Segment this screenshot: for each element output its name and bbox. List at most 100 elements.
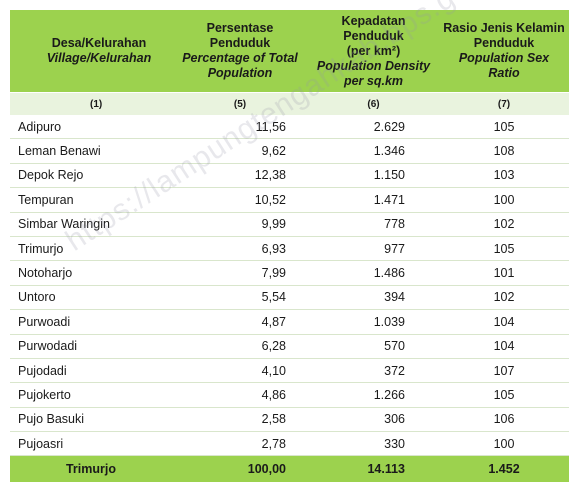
village-name: Depok Rejo	[10, 163, 172, 189]
percentage-cell: 6,93	[172, 236, 308, 262]
table-row: Leman Benawi 9,62 1.346 108	[10, 138, 569, 164]
density-cell: 1.150	[308, 163, 439, 189]
percentage-cell: 7,99	[172, 260, 308, 286]
percentage-cell: 2,58	[172, 407, 308, 433]
header-row: Desa/Kelurahan Village/Kelurahan Persent…	[10, 10, 569, 93]
density-cell: 1.039	[308, 309, 439, 335]
percentage-cell: 4,86	[172, 382, 308, 408]
table-row: Purwodadi 6,28 570 104	[10, 334, 569, 359]
village-name: Tempuran	[10, 187, 172, 213]
village-name: Purwoadi	[10, 309, 172, 335]
table-row: Notoharjo 7,99 1.486 101	[10, 260, 569, 286]
density-cell: 977	[308, 236, 439, 262]
table-row: Trimurjo 6,93 977 105	[10, 236, 569, 262]
village-name: Adipuro	[10, 115, 172, 140]
header-sex-ratio-en: Population Sex Ratio	[458, 51, 550, 80]
village-name: Trimurjo	[10, 236, 172, 262]
density-cell: 330	[308, 431, 439, 457]
table-row: Untoro 5,54 394 102	[10, 285, 569, 311]
sex-ratio-cell: 105	[439, 236, 569, 262]
density-cell: 570	[308, 334, 439, 359]
sex-ratio-cell: 106	[439, 407, 569, 433]
density-cell: 394	[308, 285, 439, 311]
column-number-row: (1) (5) (6) (7)	[10, 92, 569, 115]
sex-ratio-cell: 108	[439, 138, 569, 164]
table-row: Simbar Waringin 9,99 778 102	[10, 212, 569, 237]
village-name: Leman Benawi	[10, 138, 172, 164]
percentage-cell: 10,52	[172, 187, 308, 213]
sex-ratio-cell: 105	[439, 115, 569, 140]
percentage-cell: 11,56	[172, 115, 308, 140]
density-cell: 1.266	[308, 382, 439, 408]
header-percentage-en-line1: Percentage of Total	[182, 51, 298, 65]
density-cell: 1.346	[308, 138, 439, 164]
village-name: Pujoasri	[10, 431, 172, 457]
header-density-en-line1: Population Density	[316, 58, 431, 73]
density-cell: 1.471	[308, 187, 439, 213]
sex-ratio-cell: 102	[439, 285, 569, 311]
table-row: Pujodadi 4,10 372 107	[10, 358, 569, 384]
table-footer: Trimurjo 100,00 14.113 1.452	[10, 455, 569, 482]
village-name: Notoharjo	[10, 260, 172, 286]
density-cell: 306	[308, 407, 439, 433]
total-percentage: 100,00	[172, 455, 308, 482]
percentage-cell: 12,38	[172, 163, 308, 189]
column-number: (1)	[10, 92, 172, 115]
percentage-cell: 4,10	[172, 358, 308, 384]
header-sex-ratio: Rasio Jenis Kelamin Penduduk Population …	[439, 10, 569, 93]
percentage-cell: 2,78	[172, 431, 308, 457]
sex-ratio-cell: 100	[439, 187, 569, 213]
village-name: Pujokerto	[10, 382, 172, 408]
table-row: Pujoasri 2,78 330 100	[10, 431, 569, 457]
table-row: Depok Rejo 12,38 1.150 103	[10, 163, 569, 189]
total-sex-ratio: 1.452	[439, 455, 569, 482]
column-number: (5)	[172, 92, 308, 115]
table-row: Adipuro 11,56 2.629 105	[10, 115, 569, 140]
density-cell: 1.486	[308, 260, 439, 286]
header-sex-ratio-id-line2: Penduduk	[473, 36, 535, 50]
total-row: Trimurjo 100,00 14.113 1.452	[10, 455, 569, 482]
total-name: Trimurjo	[10, 455, 172, 482]
column-number: (6)	[308, 92, 439, 115]
population-table: Desa/Kelurahan Village/Kelurahan Persent…	[10, 10, 569, 482]
percentage-cell: 5,54	[172, 285, 308, 311]
village-name: Purwodadi	[10, 334, 172, 359]
sex-ratio-cell: 107	[439, 358, 569, 384]
sex-ratio-cell: 105	[439, 382, 569, 408]
header-percentage-en-line2: Population	[207, 66, 273, 80]
percentage-cell: 9,99	[172, 212, 308, 237]
percentage-cell: 4,87	[172, 309, 308, 335]
density-cell: 2.629	[308, 115, 439, 140]
percentage-cell: 9,62	[172, 138, 308, 164]
table-body: Adipuro 11,56 2.629 105 Leman Benawi 9,62 1.34…	[10, 115, 569, 457]
total-density: 14.113	[308, 455, 439, 482]
header-village-id: Desa/Kelurahan	[51, 36, 147, 50]
sex-ratio-cell: 104	[439, 334, 569, 359]
village-name: Pujodadi	[10, 358, 172, 384]
percentage-cell: 6,28	[172, 334, 308, 359]
header-density-en-line2: per sq.km	[343, 73, 404, 88]
density-cell: 778	[308, 212, 439, 237]
header-sex-ratio-id-line1: Rasio Jenis Kelamin	[443, 21, 565, 35]
sex-ratio-cell: 104	[439, 309, 569, 335]
column-number: (7)	[439, 92, 569, 115]
table-row: Purwoadi 4,87 1.039 104	[10, 309, 569, 335]
village-name: Simbar Waringin	[10, 212, 172, 237]
header-village-en: Village/Kelurahan	[46, 51, 152, 65]
sex-ratio-cell: 101	[439, 260, 569, 286]
header-density-id-line2: (per km²)	[346, 43, 401, 58]
header-percentage-id: Persentase Penduduk	[206, 21, 274, 50]
header-density-id-line1: Kepadatan Penduduk	[341, 13, 406, 43]
sex-ratio-cell: 103	[439, 163, 569, 189]
sex-ratio-cell: 102	[439, 212, 569, 237]
table-row: Pujo Basuki 2,58 306 106	[10, 407, 569, 433]
village-name: Untoro	[10, 285, 172, 311]
table-row: Pujokerto 4,86 1.266 105	[10, 382, 569, 408]
population-table-container: Desa/Kelurahan Village/Kelurahan Persent…	[10, 10, 569, 482]
village-name: Pujo Basuki	[10, 407, 172, 433]
table-row: Tempuran 10,52 1.471 100	[10, 187, 569, 213]
density-cell: 372	[308, 358, 439, 384]
sex-ratio-cell: 100	[439, 431, 569, 457]
header-percentage: Persentase Penduduk Percentage of Total …	[172, 10, 308, 93]
header-village: Desa/Kelurahan Village/Kelurahan	[10, 10, 172, 93]
